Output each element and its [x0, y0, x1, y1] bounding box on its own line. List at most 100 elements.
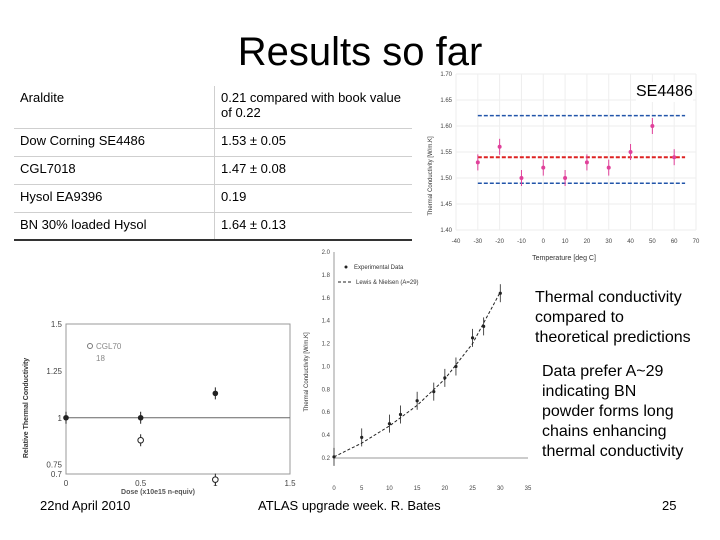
- table-row: Araldite 0.21 compared with book value o…: [14, 86, 412, 129]
- data-point: [212, 476, 219, 483]
- x-tick-label: 70: [693, 239, 700, 245]
- plot-frame: [65, 323, 291, 475]
- table-row: Dow Corning SE4486 1.53 ± 0.05: [14, 128, 412, 157]
- fit-line: [333, 291, 501, 458]
- y-tick-label: 1.40: [440, 228, 452, 234]
- page-number: 25: [662, 498, 677, 513]
- data-point: [519, 176, 524, 180]
- x-tick-label: -20: [495, 239, 504, 245]
- y-tick-label: 1.60: [440, 124, 452, 130]
- x-tick-label: 0: [64, 479, 69, 488]
- bn-hysol-chart: 0 5 10 15 20 25 30 35 0.2 0.4 0.6 0.8 1.0 1.2 1.4 1.6 1.…: [304, 250, 532, 492]
- y-tick-label: 0.75: [46, 461, 62, 470]
- legend-marker-data: [344, 265, 348, 269]
- data-point: [482, 324, 486, 328]
- x-tick-label: 0: [332, 486, 336, 492]
- footer-date: 22nd April 2010: [40, 498, 131, 513]
- data-point: [387, 422, 392, 426]
- data-point: [332, 455, 336, 459]
- y-tick-label: 0.4: [322, 433, 331, 439]
- data-point: [650, 124, 655, 128]
- material-cell: BN 30% loaded Hysol: [14, 212, 215, 241]
- note-conclusion: Data prefer A~29 indicating BN powder fo…: [542, 363, 684, 460]
- se4486-label: SE4486: [636, 82, 693, 102]
- table-row: BN 30% loaded Hysol 1.64 ± 0.13: [14, 212, 412, 241]
- data-point: [63, 414, 69, 421]
- data-point: [584, 160, 589, 165]
- data-point: [628, 150, 633, 154]
- data-point: [497, 144, 502, 149]
- data-point: [212, 390, 219, 397]
- data-point: [443, 376, 447, 380]
- y-axis-label: Thermal Conductivity [W/m.K]: [428, 136, 434, 216]
- y-tick-label: 1.25: [46, 367, 62, 376]
- y-tick-label: 1.8: [322, 273, 331, 279]
- x-tick-label: 50: [649, 239, 656, 245]
- x-tick-label: 40: [627, 239, 634, 245]
- y-tick-label: 1.50: [440, 176, 452, 182]
- x-tick-label: 15: [414, 486, 421, 492]
- x-axis-label: Temperature [deg C]: [532, 255, 596, 262]
- legend-item: CGL70: [96, 342, 122, 351]
- x-tick-label: 10: [562, 239, 569, 245]
- x-tick-label: 1.5: [284, 479, 296, 488]
- y-tick-label: 1.0: [322, 364, 331, 370]
- x-tick-label: 0: [542, 239, 546, 245]
- page-title: Results so far: [237, 30, 483, 74]
- y-tick-label: 0.7: [51, 470, 63, 479]
- y-tick-label: 1.70: [440, 72, 452, 78]
- legend-item: Lewis & Nielsen (A=29): [356, 280, 419, 286]
- x-tick-label: 10: [386, 486, 393, 492]
- legend-item: 18: [96, 354, 105, 363]
- x-tick-label: 30: [605, 239, 612, 245]
- data-point: [137, 414, 144, 421]
- footer-event: ATLAS upgrade week. R. Bates: [258, 498, 441, 513]
- data-point: [563, 176, 568, 180]
- data-point: [454, 364, 458, 369]
- legend-marker: [87, 343, 93, 349]
- x-tick-label: 35: [525, 486, 532, 492]
- data-point: [432, 390, 436, 394]
- x-tick-label: 20: [584, 239, 591, 245]
- data-point: [137, 436, 144, 444]
- x-tick-label: 25: [469, 486, 476, 492]
- y-tick-label: 0.2: [322, 456, 331, 462]
- x-tick-label: -10: [517, 239, 526, 245]
- legend-item: Experimental Data: [354, 265, 404, 271]
- table-row: CGL7018 1.47 ± 0.08: [14, 156, 412, 185]
- data-point: [360, 435, 364, 439]
- value-cell: 1.53 ± 0.05: [214, 128, 412, 157]
- data-point: [415, 399, 419, 403]
- data-point: [672, 155, 677, 160]
- x-tick-label: 60: [671, 239, 678, 245]
- material-cell: Dow Corning SE4486: [14, 128, 215, 157]
- table-row: Hysol EA9396 0.19: [14, 184, 412, 213]
- x-tick-label: 20: [442, 486, 449, 492]
- x-tick-label: -30: [473, 239, 482, 245]
- y-tick-label: 1.65: [440, 98, 452, 104]
- x-tick-label: 30: [497, 486, 504, 492]
- y-tick-label: 0.6: [322, 410, 331, 416]
- x-tick-label: -40: [452, 239, 461, 245]
- x-tick-label: 0.5: [135, 479, 147, 488]
- value-cell: 1.64 ± 0.13: [214, 212, 412, 241]
- y-tick-label: 1.6: [322, 296, 331, 302]
- value-cell: 1.47 ± 0.08: [214, 156, 412, 185]
- data-point: [398, 412, 403, 417]
- data-point: [498, 291, 502, 295]
- data-point: [475, 160, 480, 165]
- value-cell: 0.21 compared with book value of 0.22: [214, 86, 412, 129]
- y-tick-label: 1.55: [440, 150, 452, 156]
- x-tick-label: 5: [360, 486, 364, 492]
- material-cell: CGL7018: [14, 156, 215, 185]
- note-predictions: Thermal conductivity compared to theoret…: [535, 289, 691, 346]
- y-tick-label: 1: [58, 414, 63, 423]
- y-tick-label: 0.8: [322, 387, 331, 393]
- y-tick-label: 1.5: [51, 320, 63, 329]
- y-tick-label: 2.0: [322, 250, 331, 256]
- y-axis-label: Thermal Conductivity [W/m.K]: [304, 332, 310, 412]
- data-point: [470, 336, 475, 340]
- y-tick-label: 1.45: [440, 202, 452, 208]
- value-cell: 0.19: [214, 184, 412, 213]
